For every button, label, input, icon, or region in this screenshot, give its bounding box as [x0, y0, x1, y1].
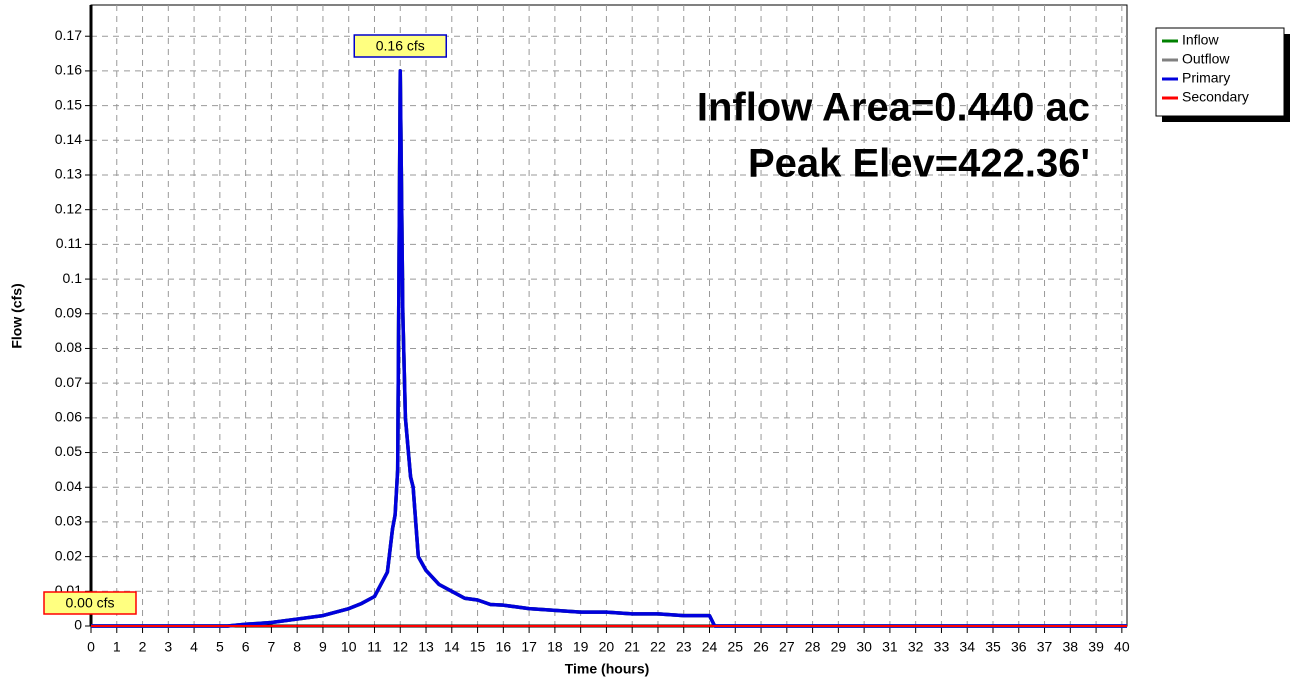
x-tick-label: 30: [856, 639, 872, 655]
x-tick-label: 29: [831, 639, 847, 655]
x-tick-label: 8: [293, 639, 301, 655]
x-tick-label: 17: [521, 639, 537, 655]
x-tick-label: 2: [139, 639, 147, 655]
x-tick-label: 27: [779, 639, 795, 655]
y-tick-label: 0.15: [55, 96, 82, 112]
y-tick-label: 0.12: [55, 200, 82, 216]
x-tick-label: 23: [676, 639, 692, 655]
y-tick-label: 0.11: [56, 235, 82, 251]
x-tick-label: 37: [1037, 639, 1053, 655]
y-tick-label: 0.04: [55, 478, 82, 494]
y-tick-label: 0.07: [55, 374, 82, 390]
x-tick-label: 5: [216, 639, 224, 655]
x-tick-label: 34: [959, 639, 975, 655]
x-tick-label: 6: [242, 639, 250, 655]
x-tick-label: 10: [341, 639, 357, 655]
y-tick-label: 0.09: [55, 304, 82, 320]
legend-label: Primary: [1182, 70, 1230, 86]
legend: [1155, 27, 1285, 117]
series-line: [91, 69, 1127, 628]
y-tick-label: 0.16: [55, 62, 82, 78]
x-tick-label: 38: [1063, 639, 1079, 655]
x-axis-label: Time (hours): [565, 661, 650, 677]
x-tick-label: 39: [1088, 639, 1104, 655]
x-tick-label: 4: [190, 639, 198, 655]
value-label: 0.00 cfs: [65, 595, 114, 611]
y-tick-label: 0.05: [55, 443, 82, 459]
y-tick-label: 0.02: [55, 547, 82, 563]
y-tick-label: 0: [74, 617, 82, 633]
value-label-box: [353, 34, 448, 58]
x-tick-label: 21: [624, 639, 640, 655]
y-tick-label: 0.03: [55, 513, 82, 529]
x-tick-label: 12: [392, 639, 408, 655]
x-tick-label: 22: [650, 639, 666, 655]
plot-area: [90, 4, 1128, 627]
y-tick-label: 0.08: [55, 339, 82, 355]
y-tick-label: 0.06: [55, 409, 82, 425]
x-tick-label: 1: [113, 639, 121, 655]
x-tick-label: 7: [267, 639, 275, 655]
y-axis-label: Flow (cfs): [9, 283, 25, 348]
legend-label: Outflow: [1182, 51, 1230, 67]
y-tick-label: 0.13: [55, 166, 82, 182]
x-tick-label: 18: [547, 639, 563, 655]
x-tick-label: 26: [753, 639, 769, 655]
x-tick-label: 20: [599, 639, 615, 655]
x-tick-label: 33: [934, 639, 950, 655]
x-tick-label: 16: [496, 639, 512, 655]
legend-label: Inflow: [1182, 32, 1219, 48]
value-label-box: [43, 591, 137, 615]
y-tick-label: 0.1: [63, 270, 83, 286]
x-tick-label: 35: [985, 639, 1001, 655]
x-tick-label: 3: [164, 639, 172, 655]
x-tick-label: 24: [702, 639, 718, 655]
y-tick-label: 0.17: [55, 27, 82, 43]
x-tick-label: 9: [319, 639, 327, 655]
x-tick-label: 11: [367, 639, 382, 655]
x-tick-label: 0: [87, 639, 95, 655]
x-tick-label: 15: [470, 639, 486, 655]
x-tick-label: 19: [573, 639, 589, 655]
x-tick-label: 32: [908, 639, 924, 655]
y-tick-label: 0.14: [55, 131, 82, 147]
x-tick-label: 31: [882, 639, 898, 655]
x-tick-label: 25: [727, 639, 743, 655]
annotation: Inflow Area=0.440 ac: [697, 86, 1090, 130]
legend-label: Secondary: [1182, 89, 1249, 105]
x-tick-label: 13: [418, 639, 434, 655]
x-tick-label: 14: [444, 639, 460, 655]
x-tick-label: 40: [1114, 639, 1130, 655]
value-label: 0.16 cfs: [376, 38, 425, 54]
x-tick-label: 36: [1011, 639, 1027, 655]
annotation: Peak Elev=422.36': [748, 142, 1090, 186]
x-tick-label: 28: [805, 639, 821, 655]
